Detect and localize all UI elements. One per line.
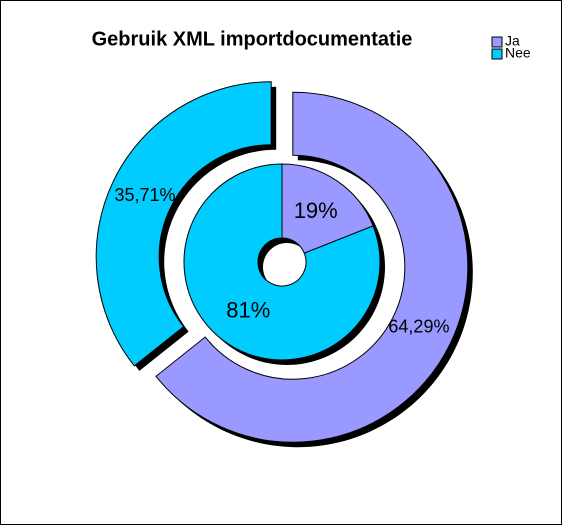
legend-swatch <box>491 48 503 60</box>
data-label: 19% <box>294 198 338 223</box>
data-label: 81% <box>226 297 270 322</box>
slice <box>95 81 272 367</box>
chart-title: Gebruik XML importdocumentatie <box>92 28 413 50</box>
slice <box>155 91 469 443</box>
data-label: 64,29% <box>388 317 449 337</box>
slice <box>281 163 374 254</box>
data-label: 35,71% <box>115 185 176 205</box>
legend-swatch <box>491 36 503 48</box>
legend-label: Nee <box>505 45 531 61</box>
slice <box>183 163 381 361</box>
legend-label: Ja <box>505 33 520 49</box>
